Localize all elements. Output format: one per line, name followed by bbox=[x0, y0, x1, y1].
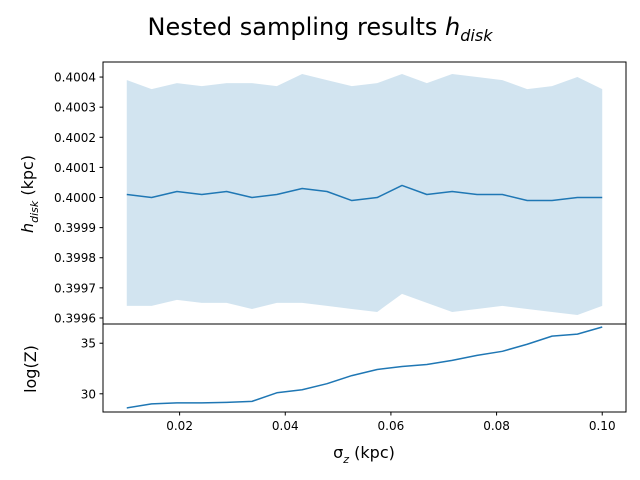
x-ticks: 0.02 0.04 0.06 0.08 0.10 bbox=[166, 412, 616, 433]
x-tick-label: 0.06 bbox=[378, 419, 405, 433]
y-tick-label: 0.3997 bbox=[54, 281, 96, 295]
bottom-panel-frame bbox=[102, 323, 627, 413]
y-tick-label: 0.3998 bbox=[54, 251, 96, 265]
y-tick-label: 0.4001 bbox=[54, 161, 96, 175]
h-disk-series-group bbox=[126, 184, 603, 202]
bottom-y-ticks: 30 35 bbox=[81, 337, 103, 401]
confidence-band bbox=[126, 74, 603, 315]
y-tick-label: 0.3996 bbox=[54, 311, 96, 325]
y-tick-label: 0.4004 bbox=[54, 71, 96, 85]
bottom-y-axis-label: log(Z) bbox=[21, 345, 40, 393]
x-tick-label: 0.02 bbox=[166, 419, 193, 433]
y-tick-label: 35 bbox=[81, 337, 96, 351]
log-z-line bbox=[126, 326, 603, 409]
x-tick-label: 0.10 bbox=[589, 419, 616, 433]
x-tick-label: 0.08 bbox=[483, 419, 510, 433]
bottom-panel: 30 35 0.02 0.04 0.06 0.08 0.10 log(Z) bbox=[21, 323, 627, 433]
y-tick-label: 30 bbox=[81, 387, 96, 401]
chart-title: Nested sampling results hdisk bbox=[148, 13, 494, 45]
y-tick-label: 0.4000 bbox=[54, 191, 96, 205]
y-tick-label: 0.4002 bbox=[54, 131, 96, 145]
x-axis-label: σz (kpc) bbox=[333, 443, 395, 466]
top-y-ticks: 0.3996 0.3997 0.3998 0.3999 0.4000 0.4001 0.40… bbox=[54, 71, 103, 325]
top-panel: 0.3996 0.3997 0.3998 0.3999 0.4000 0.4001 0.40… bbox=[18, 61, 627, 325]
x-tick-label: 0.04 bbox=[272, 419, 299, 433]
log-z-series-group bbox=[126, 326, 603, 409]
h-disk-line bbox=[126, 184, 603, 202]
y-tick-label: 0.4003 bbox=[54, 101, 96, 115]
top-y-axis-label: hdisk (kpc) bbox=[18, 155, 41, 233]
confidence-band-group bbox=[126, 74, 603, 315]
y-tick-label: 0.3999 bbox=[54, 221, 96, 235]
